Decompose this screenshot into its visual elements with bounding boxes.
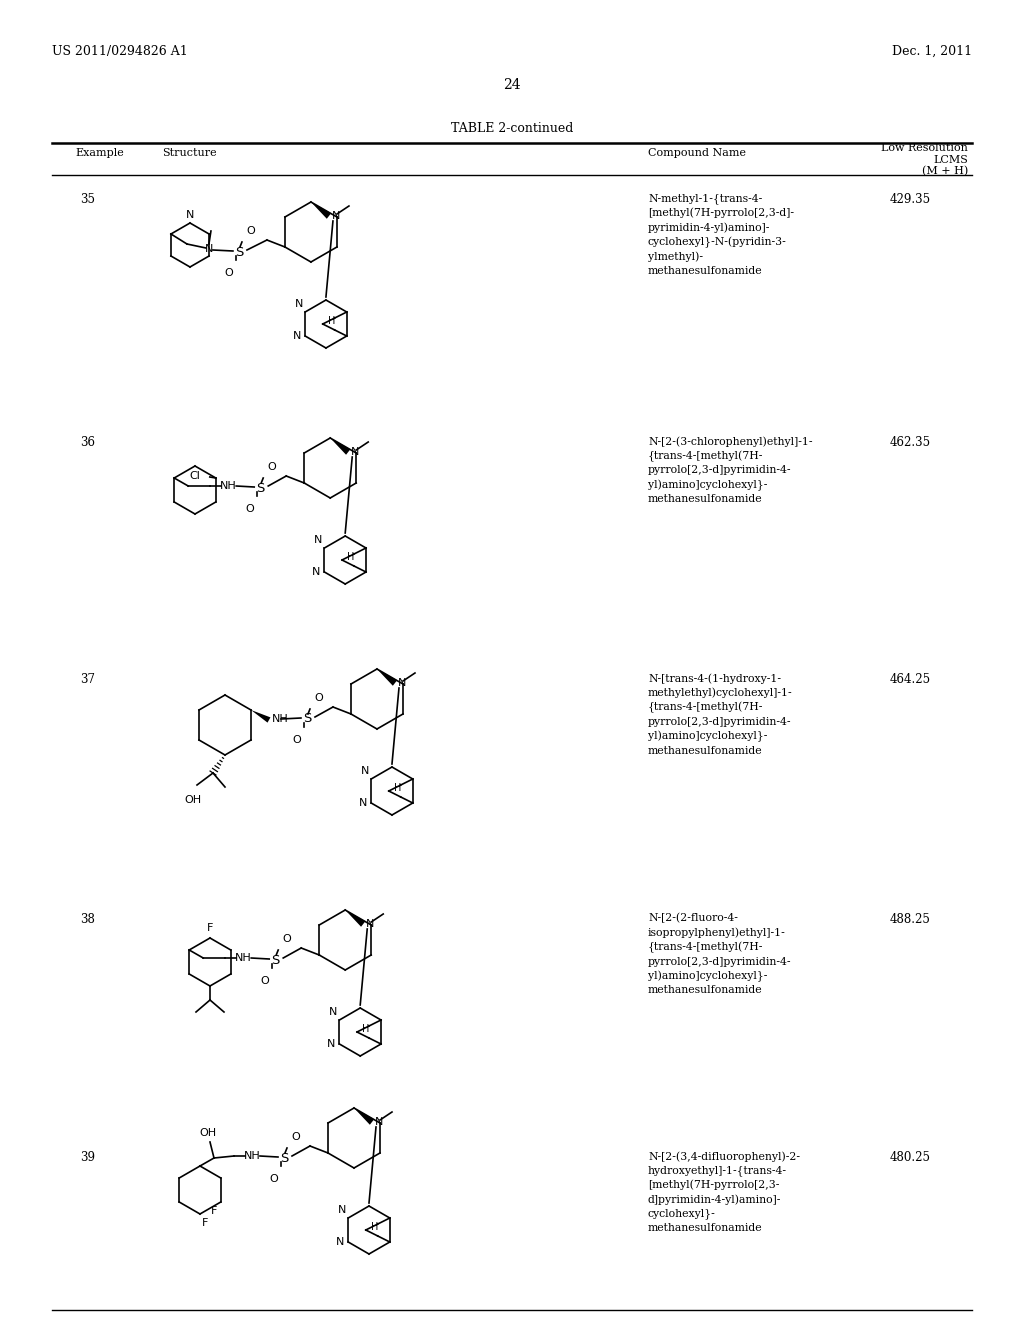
Text: US 2011/0294826 A1: US 2011/0294826 A1 (52, 45, 187, 58)
Text: F: F (202, 1218, 208, 1228)
Text: N: N (398, 678, 407, 688)
Text: N: N (293, 331, 301, 341)
Text: O: O (246, 226, 255, 236)
Text: O: O (224, 268, 233, 279)
Text: 464.25: 464.25 (890, 673, 931, 686)
Text: N: N (360, 766, 370, 776)
Text: N: N (205, 244, 213, 253)
Text: O: O (261, 975, 269, 986)
Text: O: O (283, 935, 291, 944)
Text: N: N (295, 300, 303, 309)
Text: H: H (362, 1024, 370, 1034)
Text: NH: NH (234, 953, 252, 964)
Text: O: O (314, 693, 323, 704)
Text: N: N (367, 919, 375, 929)
Text: N-[2-(3,4-difluorophenyl)-2-
hydroxyethyl]-1-{trans-4-
[methyl(7H-pyrrolo[2,3-
d: N-[2-(3,4-difluorophenyl)-2- hydroxyethy… (648, 1151, 800, 1233)
Polygon shape (330, 438, 350, 455)
Text: 38: 38 (81, 913, 95, 927)
Text: N: N (185, 210, 195, 220)
Text: H: H (328, 315, 335, 326)
Text: N: N (327, 1039, 336, 1049)
Text: S: S (234, 246, 243, 259)
Text: N: N (375, 1117, 383, 1127)
Text: H: H (394, 783, 401, 793)
Text: O: O (269, 1173, 279, 1184)
Text: F: F (210, 1206, 217, 1216)
Text: 24: 24 (503, 78, 521, 92)
Text: H: H (347, 552, 354, 562)
Polygon shape (345, 909, 366, 927)
Text: 429.35: 429.35 (890, 193, 931, 206)
Polygon shape (311, 202, 331, 219)
Text: N: N (351, 447, 359, 457)
Text: 36: 36 (81, 436, 95, 449)
Text: H: H (371, 1222, 378, 1232)
Text: S: S (271, 953, 280, 966)
Text: 462.35: 462.35 (890, 436, 931, 449)
Text: 488.25: 488.25 (890, 913, 931, 927)
Text: OH: OH (200, 1129, 216, 1138)
Text: F: F (207, 923, 213, 933)
Text: N-[2-(3-chlorophenyl)ethyl]-1-
{trans-4-[methyl(7H-
pyrrolo[2,3-d]pyrimidin-4-
y: N-[2-(3-chlorophenyl)ethyl]-1- {trans-4-… (648, 436, 812, 504)
Text: O: O (293, 735, 301, 744)
Text: N: N (332, 211, 340, 220)
Text: Cl: Cl (188, 471, 200, 480)
Text: O: O (246, 504, 255, 513)
Text: 39: 39 (81, 1151, 95, 1164)
Text: S: S (256, 482, 264, 495)
Text: N: N (329, 1007, 338, 1016)
Text: TABLE 2-continued: TABLE 2-continued (451, 121, 573, 135)
Polygon shape (251, 710, 270, 722)
Polygon shape (354, 1107, 374, 1125)
Text: O: O (291, 1133, 300, 1142)
Text: Example: Example (75, 148, 124, 158)
Text: NH: NH (272, 714, 289, 723)
Polygon shape (377, 669, 397, 686)
Text: N: N (314, 535, 323, 545)
Text: S: S (280, 1151, 288, 1164)
Text: N-[trans-4-(1-hydroxy-1-
methylethyl)cyclohexyl]-1-
{trans-4-[methyl(7H-
pyrrolo: N-[trans-4-(1-hydroxy-1- methylethyl)cyc… (648, 673, 793, 755)
Text: N: N (358, 799, 368, 808)
Text: N: N (312, 568, 321, 577)
Text: N-methyl-1-{trans-4-
[methyl(7H-pyrrolo[2,3-d]-
pyrimidin-4-yl)amino]-
cyclohexy: N-methyl-1-{trans-4- [methyl(7H-pyrrolo[… (648, 193, 794, 276)
Text: NH: NH (220, 480, 237, 491)
Text: Dec. 1, 2011: Dec. 1, 2011 (892, 45, 972, 58)
Text: N: N (336, 1237, 344, 1247)
Text: OH: OH (184, 795, 202, 805)
Text: Structure: Structure (162, 148, 217, 158)
Text: 35: 35 (81, 193, 95, 206)
Text: NH: NH (244, 1151, 260, 1162)
Text: N: N (338, 1205, 346, 1214)
Text: 37: 37 (81, 673, 95, 686)
Text: Low Resolution
LCMS
(M + H): Low Resolution LCMS (M + H) (881, 143, 968, 177)
Text: Compound Name: Compound Name (648, 148, 746, 158)
Text: N-[2-(2-fluoro-4-
isopropylphenyl)ethyl]-1-
{trans-4-[methyl(7H-
pyrrolo[2,3-d]p: N-[2-(2-fluoro-4- isopropylphenyl)ethyl]… (648, 913, 792, 995)
Text: 480.25: 480.25 (890, 1151, 931, 1164)
Text: S: S (303, 713, 311, 726)
Text: O: O (267, 462, 275, 473)
